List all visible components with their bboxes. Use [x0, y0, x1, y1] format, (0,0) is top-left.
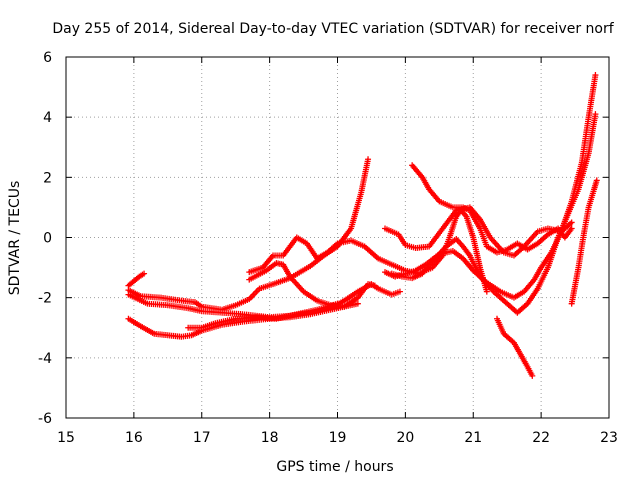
x-tick-label: 18: [261, 430, 279, 446]
plus-marker: [568, 219, 575, 226]
y-tick-label: 6: [43, 50, 52, 66]
plus-marker: [141, 270, 148, 277]
chart-title: Day 255 of 2014, Sidereal Day-to-day VTE…: [52, 21, 614, 37]
plus-marker: [371, 282, 378, 289]
y-tick-label: -6: [38, 411, 52, 427]
y-tick-label: 0: [43, 231, 52, 247]
series-track-8: [382, 72, 599, 301]
plus-marker: [483, 288, 490, 295]
y-tick-label: -2: [38, 291, 52, 307]
data-points: [125, 72, 600, 379]
series-track-13: [568, 177, 600, 307]
series-track-4: [125, 281, 378, 340]
series-track-7: [246, 260, 361, 310]
x-tick-label: 22: [532, 430, 550, 446]
y-tick-label: -4: [38, 351, 52, 367]
x-tick-label: 20: [396, 430, 414, 446]
x-tick-label: 19: [329, 430, 347, 446]
series-track-5: [185, 300, 341, 331]
plus-marker: [354, 300, 361, 307]
plus-marker: [592, 72, 599, 79]
tick-labels: 15 16 17 18 19 20 21 22 23 -6 -4 -2 0 2 4 6: [38, 50, 618, 446]
plus-marker: [592, 111, 599, 118]
x-axis-label: GPS time / hours: [276, 459, 393, 475]
x-tick-label: 23: [600, 430, 618, 446]
x-tick-label: 17: [193, 430, 211, 446]
y-tick-label: 4: [43, 110, 52, 126]
series-track-2: [125, 156, 372, 313]
plus-marker: [568, 225, 575, 232]
y-tick-label: 2: [43, 170, 52, 186]
series-track-1: [125, 270, 148, 289]
x-tick-label: 15: [57, 430, 75, 446]
x-tick-label: 16: [125, 430, 143, 446]
plus-marker: [593, 177, 600, 184]
x-tick-label: 21: [464, 430, 482, 446]
series-track-9: [388, 111, 599, 316]
series-track-12: [494, 315, 536, 379]
plus-marker: [396, 288, 403, 295]
plus-marker: [529, 372, 536, 379]
series-track-11: [382, 204, 575, 259]
y-axis-label: SDTVAR / TECUs: [7, 181, 23, 296]
axis-ticks: [65, 56, 610, 419]
plus-marker: [365, 156, 372, 163]
